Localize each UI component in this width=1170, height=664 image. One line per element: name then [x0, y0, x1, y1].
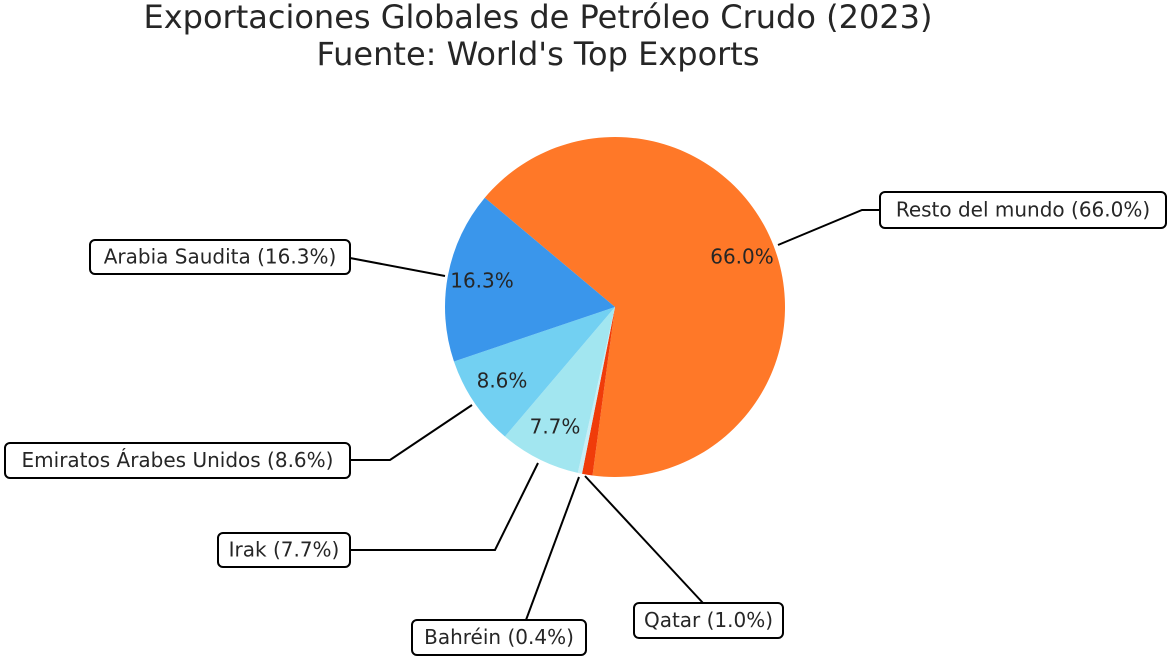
label-frame	[217, 532, 351, 568]
chart-title: Exportaciones Globales de Petróleo Crudo…	[143, 0, 932, 36]
leader-line-resto-del-mundo	[777, 209, 880, 246]
label-box-arabia-saudita: Arabia Saudita (16.3%)	[89, 239, 351, 275]
label-frame	[411, 619, 587, 656]
label-box-qatar: Qatar (1.0%)	[633, 602, 784, 639]
label-frame	[4, 442, 351, 479]
label-box-emiratos-arabes-unidos: Emiratos Árabes Unidos (8.6%)	[4, 442, 351, 479]
pie-slice-qatar	[581, 307, 615, 476]
leader-line-bahrein	[525, 476, 580, 621]
leader-line-arabia-saudita	[349, 257, 446, 277]
leader-line-irak	[350, 462, 539, 551]
label-frame	[89, 239, 351, 275]
leader-line-emiratos-arabes-unidos	[350, 404, 473, 461]
label-box-bahrein: Bahréin (0.4%)	[411, 619, 587, 656]
slice-label-emiratos-arabes-unidos: Emiratos Árabes Unidos (8.6%)	[22, 448, 334, 472]
label-box-irak: Irak (7.7%)	[217, 532, 351, 568]
slice-label-irak: Irak (7.7%)	[229, 538, 340, 562]
slice-label-bahrein: Bahréin (0.4%)	[424, 625, 574, 649]
pct-label-emiratos-arabes-unidos: 8.6%	[477, 369, 528, 393]
pie-slice-arabia-saudita	[444, 197, 615, 362]
label-frame	[879, 191, 1167, 229]
pie-slice-bahrein	[577, 307, 615, 474]
pct-label-arabia-saudita: 16.3%	[450, 269, 514, 293]
pie-slice-resto-del-mundo	[484, 137, 785, 477]
label-box-resto-del-mundo: Resto del mundo (66.0%)	[879, 191, 1167, 229]
pct-label-resto-del-mundo: 66.0%	[710, 245, 774, 269]
leader-line-qatar	[584, 475, 704, 604]
slice-label-arabia-saudita: Arabia Saudita (16.3%)	[104, 245, 337, 269]
pie-slice-emiratos-arabes-unidos	[453, 307, 615, 437]
slice-label-resto-del-mundo: Resto del mundo (66.0%)	[896, 198, 1150, 222]
slice-label-qatar: Qatar (1.0%)	[644, 608, 773, 632]
chart-subtitle: Fuente: World's Top Exports	[316, 35, 759, 73]
pct-label-irak: 7.7%	[530, 415, 581, 439]
pie-slice-irak	[504, 307, 615, 473]
label-frame	[633, 602, 784, 639]
